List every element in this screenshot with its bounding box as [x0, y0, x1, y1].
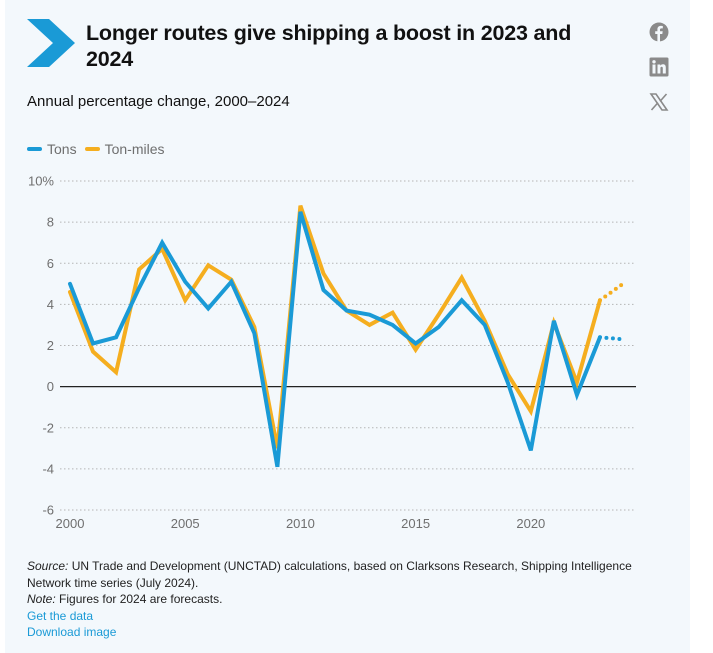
y-tick-label: 10% — [28, 174, 54, 189]
share-x-button[interactable] — [648, 91, 670, 113]
chart-subtitle: Annual percentage change, 2000–2024 — [27, 93, 290, 110]
legend-swatch-ton-miles — [84, 147, 100, 151]
linkedin-icon — [649, 57, 669, 77]
series-line-ton-miles — [68, 205, 602, 449]
y-tick-label: 0 — [47, 379, 54, 394]
download-image-link[interactable]: Download image — [27, 625, 117, 639]
share-facebook-button[interactable] — [648, 21, 670, 43]
legend-item-tons[interactable]: Tons — [27, 141, 77, 157]
series-forecast-ton-miles — [597, 281, 625, 303]
get-data-link[interactable]: Get the data — [27, 608, 94, 623]
x-axis-ticks: 2000 2005 2010 2015 2020 — [56, 516, 546, 531]
y-axis-ticks: -6 -4 -2 0 2 4 6 8 10% — [28, 174, 54, 518]
source-text: UN Trade and Development (UNCTAD) calcul… — [27, 559, 632, 590]
y-tick-label: 8 — [47, 215, 54, 230]
y-tick-label: -4 — [42, 461, 54, 476]
y-tick-label: 4 — [47, 297, 54, 312]
x-tick-label: 2005 — [171, 516, 200, 531]
chart-title: Longer routes give shipping a boost in 2… — [86, 21, 572, 71]
legend-label-tons: Tons — [47, 141, 77, 157]
source-label: Source: — [27, 559, 69, 573]
x-icon — [649, 93, 669, 111]
share-linkedin-button[interactable] — [648, 56, 670, 78]
facebook-icon — [649, 22, 669, 42]
gridlines — [60, 180, 636, 511]
y-tick-label: 6 — [47, 256, 54, 271]
x-tick-label: 2015 — [401, 516, 430, 531]
series-line-tons — [68, 211, 602, 468]
series-lines — [68, 205, 625, 468]
y-tick-label: -6 — [42, 503, 54, 518]
legend-item-ton-miles[interactable]: Ton-miles — [84, 141, 165, 157]
legend-label-ton-miles: Ton-miles — [104, 141, 165, 157]
y-tick-label: 2 — [47, 338, 54, 353]
chevron-logo-icon — [27, 19, 75, 67]
line-chart: -6 -4 -2 0 2 4 6 8 10% 2000 2005 2010 2015 2020 — [28, 174, 636, 531]
note-text: Figures for 2024 are forecasts. — [55, 592, 223, 606]
source-note: Source: UN Trade and Development (UNCTAD… — [27, 558, 677, 591]
forecast-note: Note: Figures for 2024 are forecasts. — [27, 591, 677, 608]
chart-legend: Tons Ton-miles — [27, 141, 172, 157]
x-tick-label: 2010 — [286, 516, 315, 531]
x-tick-label: 2000 — [56, 516, 85, 531]
chart-footer: Source: UN Trade and Development (UNCTAD… — [27, 558, 677, 641]
legend-swatch-tons — [27, 147, 42, 151]
y-tick-label: -2 — [42, 420, 54, 435]
x-tick-label: 2020 — [516, 516, 545, 531]
note-label: Note: — [27, 592, 56, 606]
series-forecast-tons — [597, 335, 625, 342]
